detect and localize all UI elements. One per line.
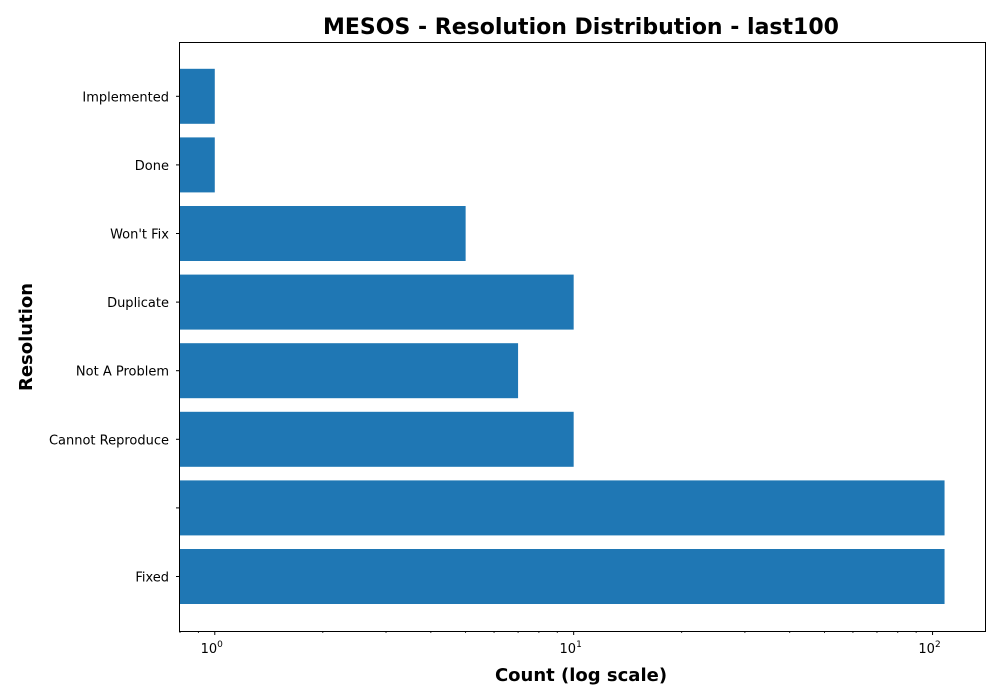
x-tick-label: 101: [560, 640, 582, 657]
bar-duplicate: [180, 274, 574, 330]
y-tick-label: Done: [135, 159, 169, 174]
bar-won-t-fix: [180, 206, 466, 261]
x-tick-label: 102: [918, 640, 940, 657]
y-tick-label: Not A Problem: [76, 365, 169, 380]
x-tick-label: 100: [201, 640, 224, 657]
x-axis-label: Count (log scale): [495, 665, 667, 686]
bars-group: [180, 68, 945, 604]
bar-done: [180, 137, 215, 193]
y-axis-label: Resolution: [16, 283, 37, 391]
y-axis-ticks: Fixed Cannot Reproduce Not A Problem Duplic…: [49, 90, 180, 586]
x-axis-ticks: 100 101 102: [179, 631, 941, 657]
bar-cannot-reproduce: [180, 411, 574, 467]
chart-title: MESOS - Resolution Distribution - last10…: [323, 15, 839, 40]
bar-implemented: [180, 68, 215, 124]
y-tick-label: Implemented: [82, 90, 169, 105]
bar-fixed: [180, 549, 945, 604]
bar-blank: [180, 480, 945, 536]
y-tick-label: Fixed: [135, 571, 169, 586]
bar-not-a-problem: [180, 343, 519, 399]
y-tick-label: Cannot Reproduce: [49, 433, 169, 448]
plot-frame: [179, 42, 986, 632]
y-tick-label: Duplicate: [107, 296, 169, 311]
y-tick-label: Won't Fix: [110, 228, 169, 243]
